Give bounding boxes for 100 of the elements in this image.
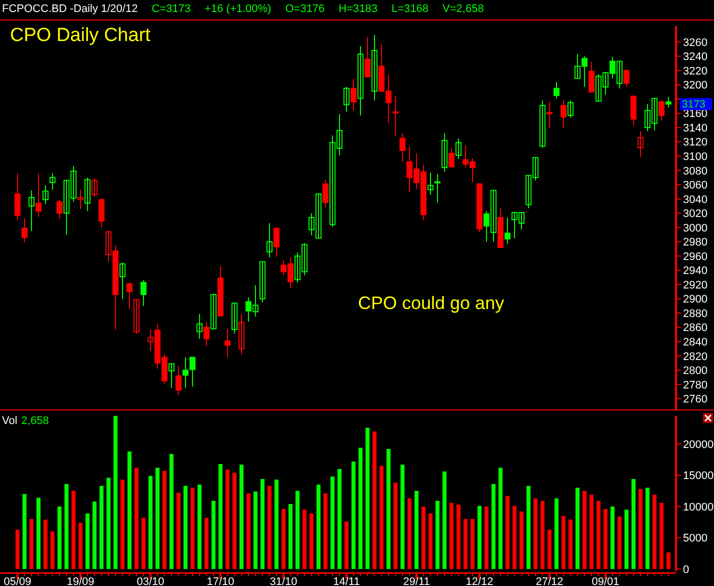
y-tick-label: 2900	[683, 294, 708, 306]
bar	[604, 509, 608, 569]
y-tick-label: 2780	[683, 379, 708, 392]
bar	[50, 532, 54, 569]
candlestick	[344, 86, 350, 112]
candlestick	[624, 68, 630, 88]
bar	[520, 512, 524, 569]
y-tick-label: 5000	[683, 532, 708, 545]
text: H=3183	[338, 3, 378, 15]
text: C=3173	[152, 3, 191, 15]
y-tick-label: 2800	[683, 365, 708, 378]
x-tick-label: 19/09	[66, 576, 94, 586]
bar	[16, 530, 20, 569]
bar	[540, 500, 544, 569]
bar	[512, 506, 516, 569]
candlestick	[428, 172, 434, 196]
bar	[86, 513, 90, 569]
x-tick-label: 05/09	[4, 576, 32, 586]
y-tick-label: 2760	[683, 394, 708, 406]
text: V=2,658	[442, 3, 484, 15]
bar	[260, 479, 264, 569]
bar	[666, 552, 670, 569]
bar	[632, 479, 636, 569]
bar	[568, 520, 572, 569]
bar	[442, 472, 446, 569]
y-tick-label: 2880	[683, 308, 708, 320]
bar	[246, 493, 250, 569]
bar	[436, 500, 440, 569]
annotation: 2,658	[21, 415, 49, 427]
bar	[190, 488, 194, 569]
bar	[324, 493, 328, 569]
candlestick	[274, 228, 280, 258]
bar	[78, 522, 82, 569]
bar	[428, 513, 432, 569]
bar	[618, 516, 622, 569]
bar	[134, 468, 138, 569]
x-tick-label: 14/11	[333, 576, 360, 586]
bar	[582, 490, 586, 569]
y-tick-label: 2820	[683, 350, 708, 363]
bar	[310, 513, 314, 569]
bar	[660, 502, 664, 569]
bar	[302, 510, 306, 569]
bar	[142, 518, 146, 569]
bar	[590, 494, 594, 569]
bar	[330, 476, 334, 569]
candlestick	[666, 96, 672, 108]
candlestick	[358, 46, 364, 116]
bar	[526, 486, 530, 569]
candlestick	[196, 313, 202, 340]
candlestick	[36, 172, 42, 218]
bar	[72, 490, 76, 569]
y-tick-label: 10000	[683, 501, 714, 514]
candlestick	[350, 78, 356, 111]
candlestick	[176, 365, 182, 396]
candlestick	[504, 216, 510, 244]
bar	[548, 530, 552, 569]
bar	[254, 492, 258, 569]
text: O=3176	[285, 3, 325, 15]
y-tick-label: 2840	[683, 336, 708, 348]
candlestick	[84, 177, 90, 212]
bar	[226, 470, 230, 569]
y-tick-label: 3000	[683, 222, 708, 234]
bar	[22, 494, 26, 569]
bar	[484, 506, 488, 569]
bar	[372, 432, 376, 569]
bar	[176, 492, 180, 569]
bar	[344, 522, 348, 569]
chart-title: Vol	[2, 415, 18, 427]
text: +16 (+1.00%)	[204, 3, 272, 15]
bar	[184, 486, 188, 569]
text: L=3168	[392, 3, 429, 15]
x-tick-label: 09/01	[592, 576, 620, 586]
y-tick-label: 0	[683, 564, 690, 576]
y-tick-label: 3020	[683, 208, 708, 220]
bar	[148, 476, 152, 569]
bar	[464, 519, 468, 569]
y-tick-label: 3220	[683, 65, 708, 78]
bar	[274, 480, 278, 569]
y-tick-label: 2940	[683, 265, 708, 278]
y-tick-label: 3040	[683, 194, 708, 206]
bar	[408, 498, 412, 569]
bar	[218, 464, 222, 569]
y-tick-label: 3100	[683, 150, 708, 163]
bar	[562, 516, 566, 569]
bar	[58, 506, 62, 569]
candlestick	[204, 322, 210, 346]
bar	[358, 448, 362, 569]
candlestick	[364, 36, 370, 78]
candlestick	[456, 138, 462, 160]
candlestick	[448, 148, 454, 168]
bar	[114, 416, 118, 569]
candlestick	[630, 94, 636, 126]
x-tick-label: 29/11	[403, 576, 430, 586]
candlestick	[442, 132, 448, 172]
y-tick-label: 2860	[683, 322, 708, 334]
x-tick-label: 12/12	[466, 576, 494, 586]
y-tick-label: 3140	[683, 122, 708, 134]
x-tick-label: 03/10	[136, 576, 164, 586]
candlestick	[560, 100, 566, 129]
candlestick	[238, 313, 244, 355]
